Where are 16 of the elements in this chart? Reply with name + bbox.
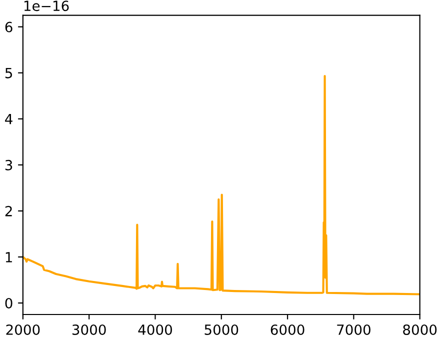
y-tick-label: 6 xyxy=(5,22,12,32)
line-series xyxy=(22,75,420,296)
x-tick-label: 7000 xyxy=(337,324,370,335)
y-tick-label: 0 xyxy=(5,298,12,308)
y-tick-label: 1 xyxy=(6,252,12,262)
x-tick-label: 3000 xyxy=(72,324,106,335)
x-tick-label: 5000 xyxy=(204,324,238,335)
y-tick-label: 3 xyxy=(5,160,12,170)
x-tick-label: 2000 xyxy=(6,324,40,335)
y-tick-label: 4 xyxy=(5,114,12,124)
y-tick-label: 5 xyxy=(5,68,12,78)
y-tick-label: 2 xyxy=(5,206,12,216)
x-tick-label: 4000 xyxy=(138,324,172,335)
x-tick-label: 8000 xyxy=(403,324,437,335)
x-tick-label: 6000 xyxy=(270,324,304,335)
text: 1e−16 xyxy=(24,0,69,12)
